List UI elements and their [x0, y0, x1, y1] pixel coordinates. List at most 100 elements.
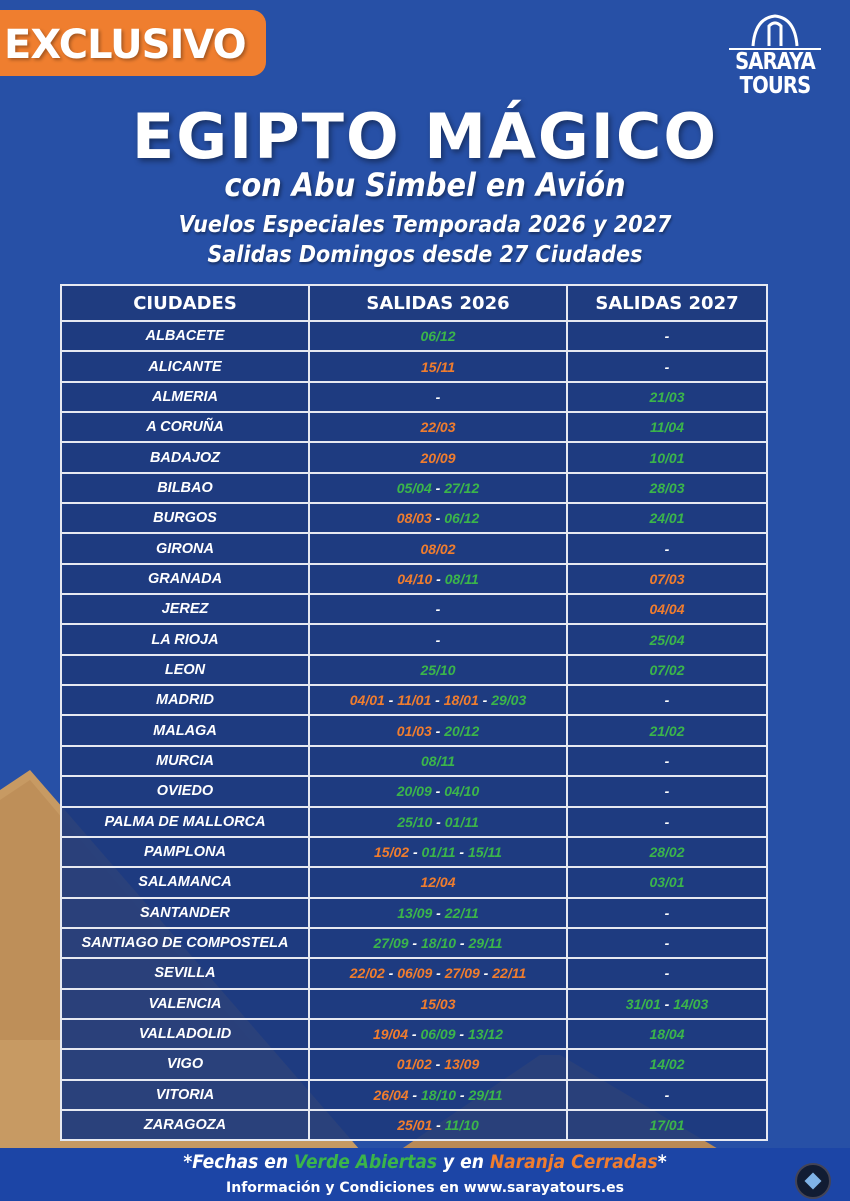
- table-row: SANTANDER 13/09 - 22/11-: [60, 896, 768, 929]
- table-row: VALLADOLID 19/04 - 06/09 - 13/12 18/04: [60, 1017, 768, 1051]
- departure-date-closed: 19/04: [372, 1026, 409, 1043]
- header-cities: CIUDADES: [60, 284, 310, 322]
- salidas-2027-cell: 31/01 - 14/03: [566, 987, 768, 1020]
- salidas-2026-cell: 08/02: [308, 532, 568, 565]
- city-name: PALMA DE MALLORCA: [60, 805, 310, 838]
- table-row: ALICANTE 15/11 -: [60, 350, 768, 383]
- city-name: A CORUÑA: [60, 411, 310, 444]
- departure-date-closed: 01/03: [396, 722, 432, 739]
- separator: -: [384, 692, 398, 709]
- salidas-2027-cell: 21/02: [566, 714, 768, 747]
- salidas-2026-cell: 27/09 - 18/10 - 29/11: [308, 926, 568, 960]
- departures-line: Salidas Domingos desde 27 Ciudades: [207, 242, 643, 268]
- city-name: MURCIA: [60, 744, 310, 778]
- empty-mark: -: [664, 358, 670, 375]
- salidas-2026-cell: 19/04 - 06/09 - 13/12: [308, 1017, 568, 1051]
- departure-date-open: 22/11: [444, 904, 479, 921]
- salidas-2027-cell: -: [566, 350, 768, 383]
- salidas-2026-cell: 04/10 - 08/11: [308, 562, 568, 596]
- salidas-2026-cell: 15/02 - 01/11 - 15/11: [308, 835, 568, 869]
- table-row: VALENCIA 15/03 31/01 - 14/03: [60, 987, 768, 1020]
- salidas-2027-cell: 21/03: [566, 380, 768, 414]
- departure-date-closed: 25/01: [397, 1117, 433, 1134]
- departure-date-closed: 11/01: [397, 692, 432, 709]
- departure-date-closed: 13/09: [444, 1056, 480, 1073]
- city-name: GRANADA: [60, 562, 310, 596]
- table-row: JEREZ - 04/04: [60, 593, 768, 626]
- departure-date-open: 10/01: [649, 449, 685, 466]
- empty-mark: -: [664, 692, 670, 709]
- city-name: MALAGA: [60, 714, 310, 747]
- departure-date-open: 31/01: [625, 995, 661, 1012]
- salidas-2026-cell: 13/09 - 22/11: [308, 896, 568, 929]
- empty-mark: -: [664, 813, 670, 830]
- info-link[interactable]: Información y Condiciones en www.sarayat…: [226, 1180, 624, 1196]
- separator: -: [660, 995, 674, 1012]
- separator: -: [456, 1086, 469, 1103]
- city-name: PAMPLONA: [60, 835, 310, 869]
- departure-date-open: 03/01: [649, 874, 685, 891]
- salidas-2027-cell: -: [566, 319, 768, 353]
- salidas-2026-cell: -: [308, 593, 568, 626]
- departure-date-closed: 27/09: [444, 965, 480, 982]
- salidas-2026-cell: 01/03 - 20/12: [308, 714, 568, 747]
- salidas-2026-cell: 15/11: [308, 350, 568, 383]
- salidas-2026-cell: 15/03: [308, 987, 568, 1020]
- footer-bar: [0, 1148, 850, 1201]
- departure-date-open: 01/11: [444, 813, 479, 830]
- season-line: Vuelos Especiales Temporada 2026 y 2027: [178, 212, 672, 238]
- table-row: GIRONA 08/02 -: [60, 532, 768, 565]
- city-name: BADAJOZ: [60, 441, 310, 474]
- empty-mark: -: [435, 601, 441, 618]
- city-name: LEON: [60, 653, 310, 687]
- city-name: SALAMANCA: [60, 866, 310, 899]
- salidas-2027-cell: 14/02: [566, 1048, 768, 1081]
- departure-date-open: 24/01: [649, 510, 685, 527]
- empty-mark: -: [664, 752, 670, 769]
- table-row: BILBAO 05/04 - 27/12 28/03: [60, 471, 768, 505]
- empty-mark: -: [664, 904, 670, 921]
- departure-date-closed: 08/03: [396, 510, 432, 527]
- salidas-2027-cell: 11/04: [566, 411, 768, 444]
- empty-mark: -: [664, 328, 670, 345]
- departure-date-open: 20/09: [396, 783, 432, 800]
- table-row: VITORIA 26/04 - 18/10 - 29/11-: [60, 1078, 768, 1111]
- departure-date-closed: 01/02: [396, 1056, 432, 1073]
- empty-mark: -: [664, 935, 670, 952]
- salidas-2027-cell: 17/01: [566, 1108, 768, 1142]
- empty-mark: -: [664, 540, 670, 557]
- table-row: ALBACETE 06/12 -: [60, 319, 768, 353]
- departure-date-open: 07/02: [649, 661, 685, 678]
- salidas-2026-cell: 22/02 - 06/09 - 27/09 - 22/11: [308, 957, 568, 990]
- salidas-2026-cell: -: [308, 380, 568, 414]
- departure-date-open: 14/02: [649, 1056, 685, 1073]
- city-name: VALLADOLID: [60, 1017, 310, 1051]
- departure-date-open: 28/02: [649, 844, 685, 861]
- empty-mark: -: [664, 783, 670, 800]
- salidas-2027-cell: 07/03: [566, 562, 768, 596]
- departure-date-open: 08/11: [444, 570, 479, 587]
- table-row: ZARAGOZA 25/01 - 11/10 17/01: [60, 1108, 768, 1142]
- salidas-2027-cell: -: [566, 926, 768, 960]
- departure-date-open: 11/10: [444, 1117, 479, 1134]
- departure-date-open: 17/01: [649, 1117, 685, 1134]
- salidas-2027-cell: -: [566, 775, 768, 808]
- separator: -: [409, 844, 422, 861]
- city-name: GIRONA: [60, 532, 310, 565]
- salidas-2026-cell: -: [308, 623, 568, 656]
- salidas-2026-cell: 06/12: [308, 319, 568, 353]
- departure-date-closed: 15/02: [374, 844, 410, 861]
- salidas-2027-cell: 07/02: [566, 653, 768, 687]
- departure-date-open: 06/12: [444, 510, 480, 527]
- app-icon: [795, 1163, 831, 1199]
- departure-date-open: 20/12: [444, 722, 480, 739]
- departure-date-closed: 07/03: [649, 570, 685, 587]
- page-title: EGIPTO MÁGICO: [131, 100, 719, 173]
- table-row: LEON 25/10 07/02: [60, 653, 768, 687]
- legend-note: *Fechas en Verde Abiertas y en Naranja C…: [183, 1151, 667, 1173]
- departure-date-open: 18/10: [421, 935, 457, 952]
- departure-date-open: 25/04: [649, 631, 685, 648]
- separator: -: [456, 935, 469, 952]
- city-name: JEREZ: [60, 593, 310, 626]
- salidas-2027-cell: 18/04: [566, 1017, 768, 1051]
